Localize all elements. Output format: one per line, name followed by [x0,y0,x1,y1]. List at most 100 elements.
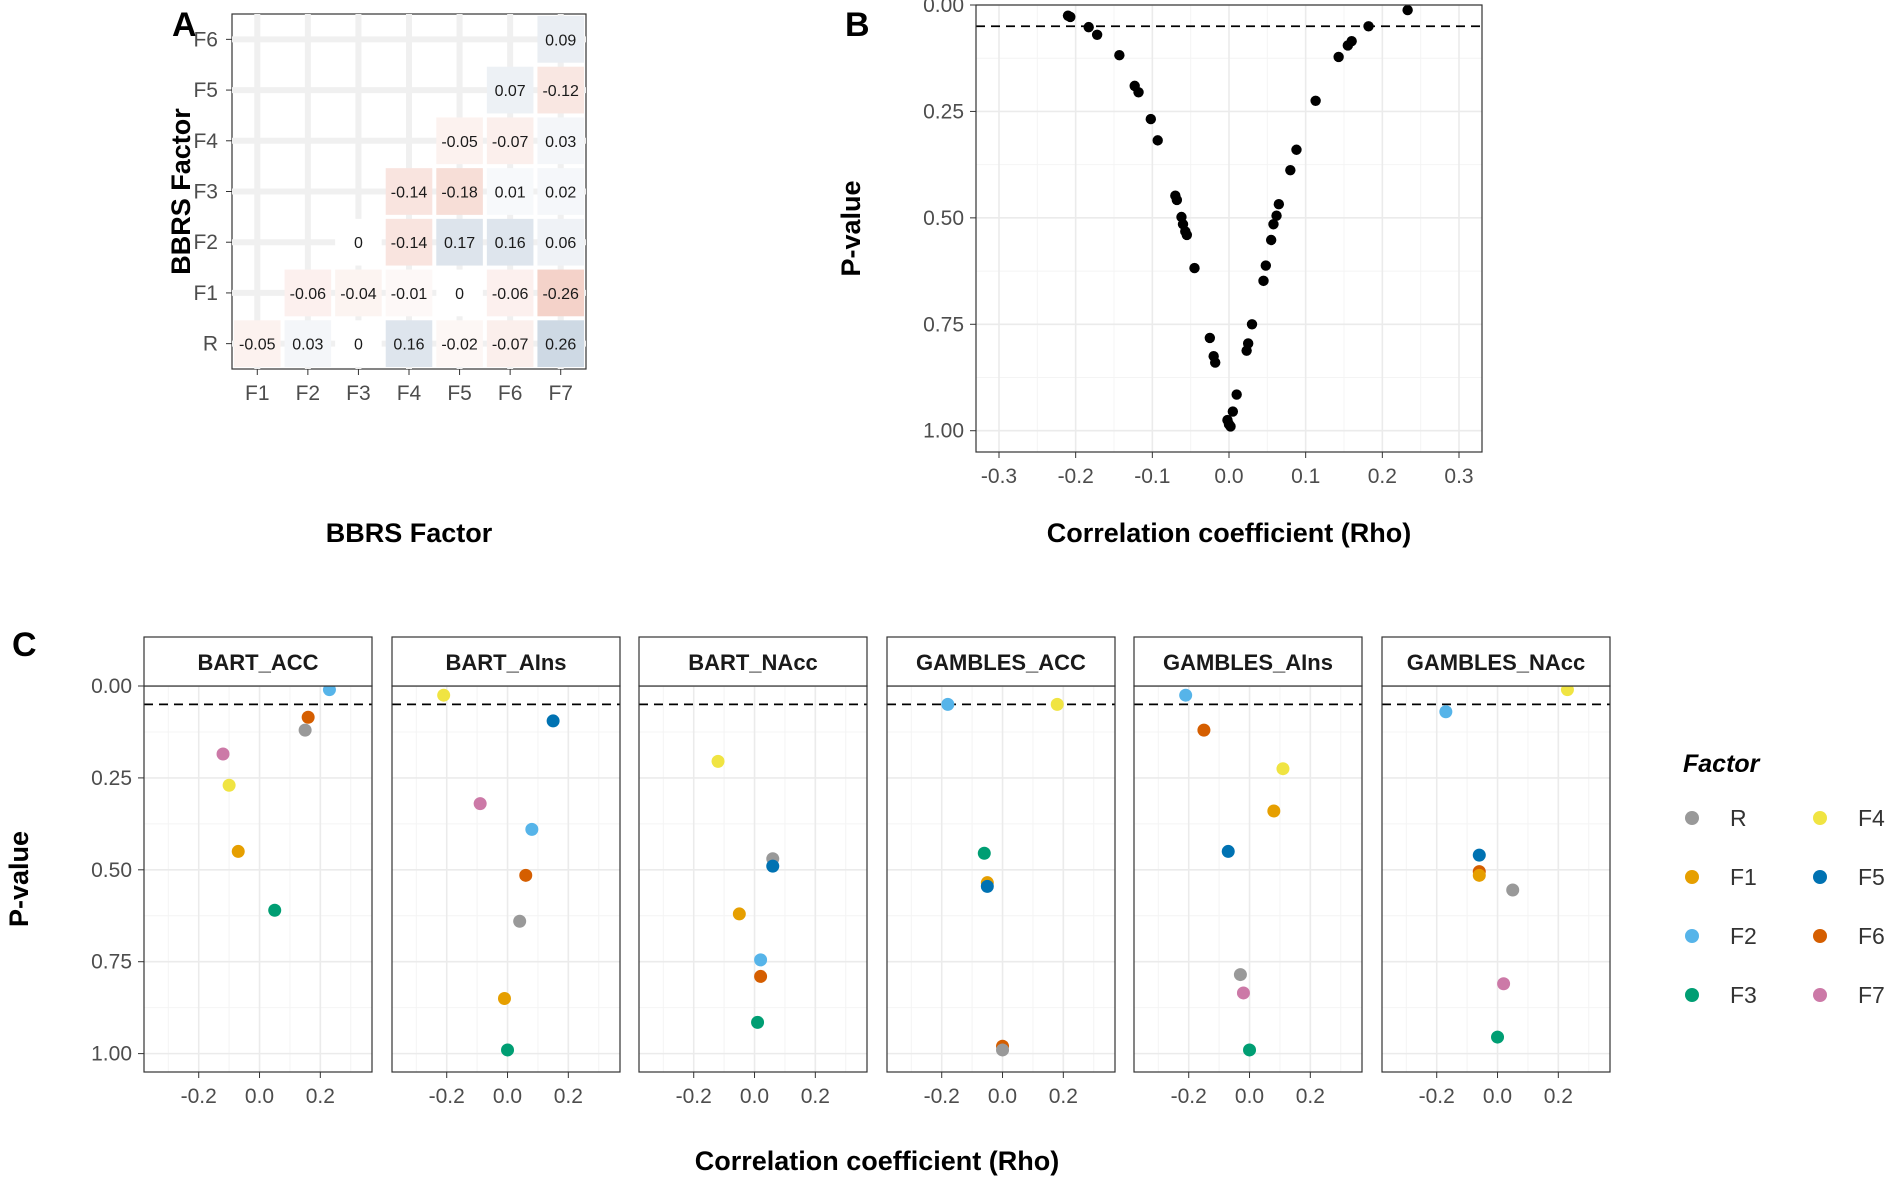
cell-value-label: 0.03 [545,134,576,151]
heatmap-cell [436,168,483,215]
data-point-f2 [1179,688,1193,702]
facet-background [887,686,1115,1072]
facet-background [639,686,867,1072]
facet-title: GAMBLES_ACC [916,650,1086,675]
heatmap-cell [436,320,483,367]
data-point [1171,194,1183,206]
data-point [1152,135,1163,146]
data-point-f5 [546,714,560,728]
data-point-f3 [751,1015,765,1029]
heatmap-cell [436,269,483,317]
legend-label: F5 [1858,864,1885,890]
x-tick-label: 0.2 [1368,465,1397,488]
data-point-f5 [980,879,994,893]
heatmap-cell [486,269,534,317]
data-point [1231,389,1242,400]
facet-strip [638,636,868,687]
cell-value-label: -0.26 [542,286,579,303]
legend-label: F6 [1858,923,1885,949]
y-tick-label: F3 [193,181,218,204]
data-point-f3 [268,903,282,917]
x-tick-label: -0.2 [924,1085,960,1108]
facet-title: GAMBLES_NAcc [1407,650,1585,675]
data-point-f7 [1497,977,1511,991]
cell-value-label: -0.04 [340,286,377,303]
legend: Factor R F1 F2 F3 F4 F5 F6 F7 [1683,750,1885,1008]
cell-value-label: 0.01 [495,185,526,202]
heatmap-cell [486,320,534,367]
y-tick-label: 0.75 [91,951,132,974]
cell-value-label: 0.02 [545,185,576,202]
cell-value-label: -0.07 [492,134,529,151]
facet-title: BART_NAcc [688,650,818,675]
heatmap-cell [486,117,534,165]
cell-value-label: 0 [354,235,363,252]
heatmap-cell [436,117,483,165]
data-point [1346,35,1357,47]
facet-background [1382,686,1610,1072]
x-tick-label: 0.2 [1296,1085,1325,1108]
x-tick-label: 0.2 [801,1085,830,1108]
data-point [1260,260,1272,271]
data-point [1363,21,1374,32]
data-point-f3 [501,1043,515,1057]
cell-value-label: 0.03 [292,337,323,354]
y-tick-label: 0.00 [91,675,132,698]
cell-value-label: 0.06 [545,235,576,252]
y-axis-title: P-value [4,831,34,927]
y-tick-label: 0.75 [923,313,964,336]
data-point-f2 [525,822,539,836]
heatmap-cell [284,269,332,317]
heatmap-cell [335,320,382,367]
x-tick-label: -0.1 [1134,465,1170,488]
facet-background [1134,686,1362,1072]
cell-value-label: 0.26 [545,337,576,354]
legend-swatch-f5 [1813,870,1827,884]
heatmap-cell [486,168,534,215]
x-tick-label: 0.2 [1544,1085,1573,1108]
x-tick-label: -0.2 [181,1085,217,1108]
heatmap-cell [537,117,584,165]
cell-value-label: -0.02 [441,337,478,354]
legend-swatch-f7 [1813,988,1827,1002]
data-point-f1 [1267,804,1281,818]
heatmap-cell [385,320,433,367]
x-tick-label: F3 [346,382,371,405]
data-point [1402,4,1413,16]
data-point-f5 [766,859,780,873]
data-point-f1 [732,907,746,921]
x-tick-label: 0.0 [988,1085,1017,1108]
y-axis-title: BBRS Factor [166,108,196,275]
heatmap-cell [486,218,534,266]
legend-title: Factor [1683,750,1761,778]
y-tick-label: R [203,333,218,356]
legend-label: F3 [1730,982,1757,1008]
legend-label: F1 [1730,864,1757,890]
heatmap-cell [537,320,584,367]
cell-value-label: -0.14 [391,185,428,202]
data-point-r [298,723,312,737]
x-tick-label: 0.2 [306,1085,335,1108]
heatmap-cell [385,218,433,266]
data-point-f2 [941,697,955,711]
legend-swatch-f4 [1813,811,1827,825]
heatmap-cell [537,16,584,63]
cell-value-label: 0 [455,286,464,303]
data-point [1271,210,1282,221]
x-tick-label: 0.0 [1483,1085,1512,1108]
y-tick-label: 0.00 [923,0,964,17]
data-point-f3 [977,846,991,860]
facet-strip [391,636,621,687]
data-point [1258,275,1269,287]
data-point-f7 [1236,986,1250,1000]
y-tick-label: 0.25 [91,767,132,790]
x-tick-label: -0.2 [429,1085,465,1108]
data-point-r [1233,968,1247,982]
data-point [1273,199,1285,210]
legend-swatch-r [1685,811,1699,825]
y-tick-label: F2 [193,231,218,254]
cell-value-label: 0 [354,337,363,354]
facet-background [144,686,372,1072]
y-tick-label: F4 [193,130,218,153]
